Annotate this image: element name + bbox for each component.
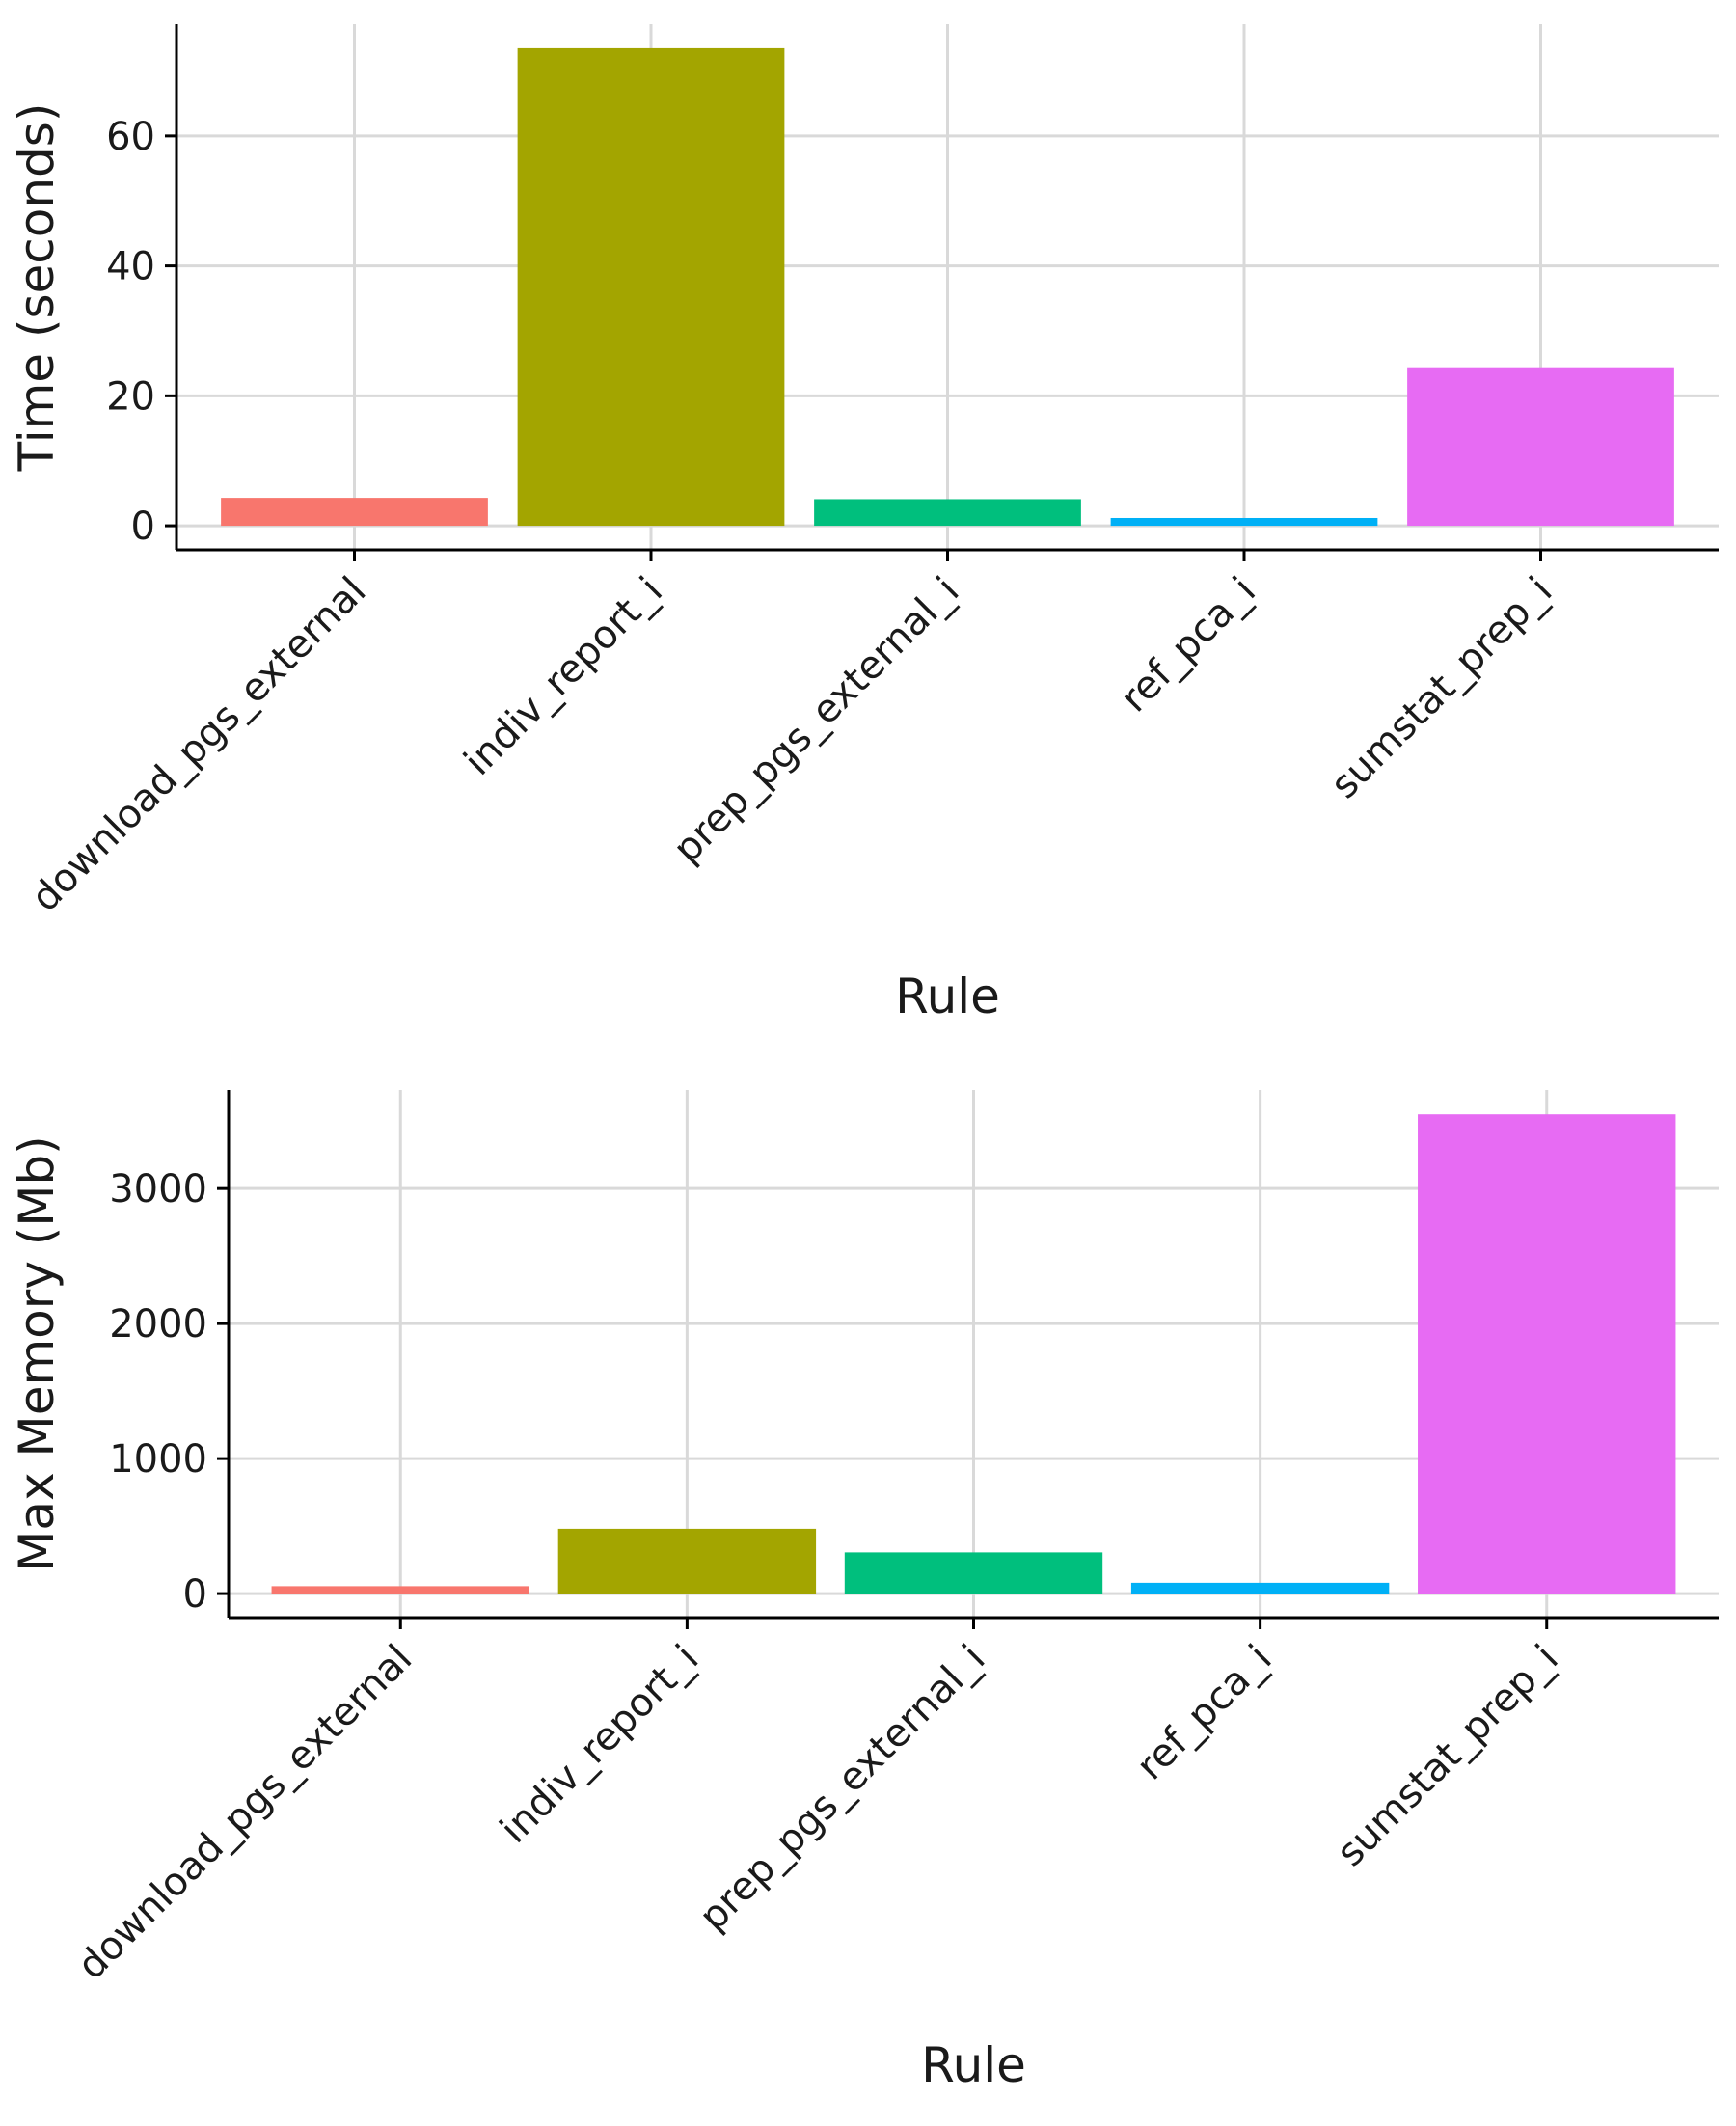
memory-bar-download-pgs-external: [271, 1586, 529, 1594]
time-y-tick-label: 60: [106, 115, 155, 159]
time-bar-ref-pca-i: [1110, 517, 1378, 527]
time-y-tick-label: 40: [106, 245, 155, 289]
memory-x-axis-title: Rule: [921, 2037, 1026, 2093]
memory-bar-sumstat-prep-i: [1418, 1114, 1676, 1594]
memory-y-axis-title: Max Memory (Mb): [9, 1135, 65, 1571]
time-x-tick-label: sumstat_prep_i: [1322, 569, 1560, 807]
memory-y-tick-label: 1000: [109, 1437, 207, 1482]
memory-x-tick-label: sumstat_prep_i: [1328, 1637, 1566, 1875]
time-x-tick-label: prep_pgs_external_i: [665, 569, 967, 872]
time-y-tick-label: 20: [106, 374, 155, 419]
memory-bar-prep-pgs-external-i: [844, 1552, 1103, 1594]
memory-y-tick-label: 0: [183, 1572, 207, 1617]
time-chart-panel: 0 20 40 60 download_pgs_external indiv_report…: [9, 24, 1719, 1024]
time-bar-download-pgs-external: [221, 498, 488, 527]
time-x-axis-title: Rule: [895, 968, 1000, 1024]
time-bar-indiv-report-i: [517, 47, 785, 527]
memory-bar-ref-pca-i: [1130, 1582, 1390, 1594]
memory-bar-indiv-report-i: [557, 1528, 817, 1594]
memory-x-tick-label: prep_pgs_external_i: [691, 1637, 993, 1940]
time-y-axis-title: Time (seconds): [9, 103, 65, 473]
time-x-tick-label: download_pgs_external: [23, 569, 375, 921]
time-bar-sumstat-prep-i: [1407, 367, 1674, 527]
memory-y-tick-label: 3000: [109, 1167, 207, 1212]
memory-y-tick-label: 2000: [109, 1302, 207, 1347]
memory-x-tick-label: download_pgs_external: [69, 1637, 421, 1989]
time-x-tick-label: indiv_report_i: [456, 569, 671, 784]
memory-x-tick-label: ref_pca_i: [1128, 1637, 1281, 1789]
time-bar-prep-pgs-external-i: [814, 499, 1081, 527]
memory-chart-panel: 0 1000 2000 3000 download_pgs_external indiv_…: [9, 1090, 1719, 2093]
memory-x-tick-label: indiv_report_i: [492, 1637, 707, 1852]
time-x-tick-label: ref_pca_i: [1112, 569, 1264, 722]
time-y-tick-label: 0: [131, 504, 155, 549]
